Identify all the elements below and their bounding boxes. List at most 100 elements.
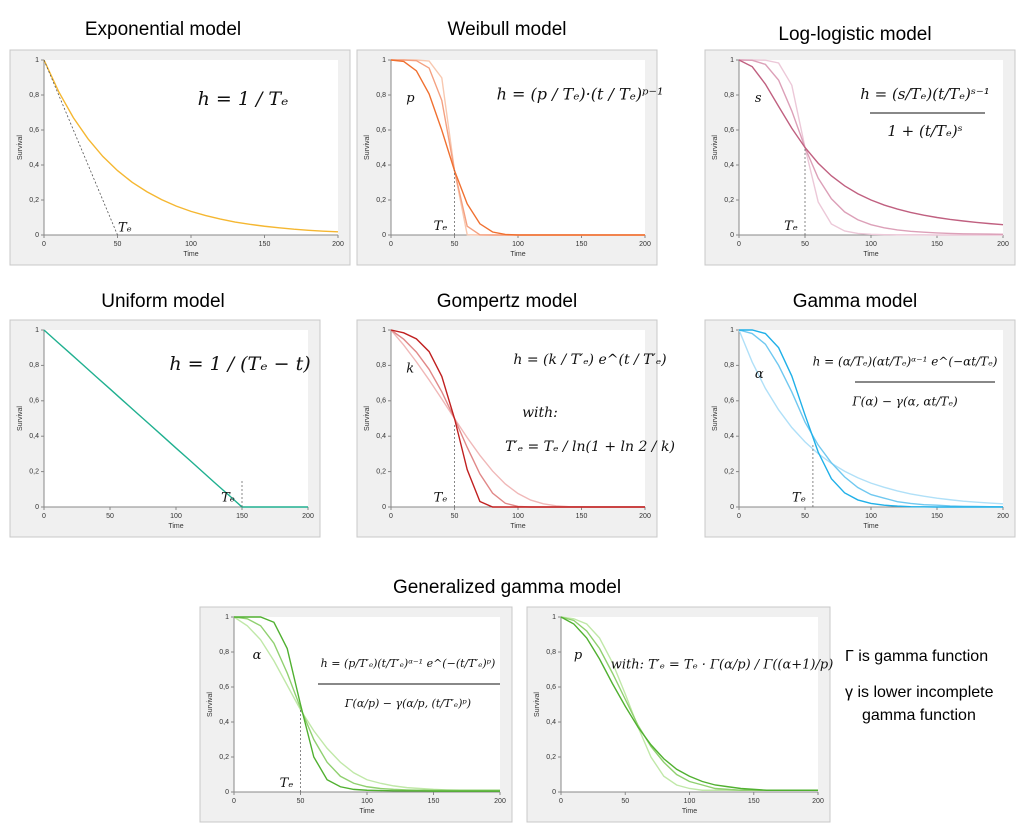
param-label: p	[574, 648, 583, 663]
y-tick-label: 0	[730, 504, 734, 511]
y-tick-label: 1	[35, 57, 39, 64]
x-tick-label: 200	[639, 513, 651, 520]
y-tick-label: 0	[552, 789, 556, 796]
y-tick-label: 0,2	[376, 197, 386, 204]
param-label: s	[755, 91, 762, 106]
y-tick-label: 0,8	[724, 362, 734, 369]
plot-area	[739, 330, 1003, 507]
chart-title: Gompertz model	[437, 291, 577, 312]
param-label: α	[253, 648, 262, 663]
survival-curve	[560, 616, 818, 791]
survival-curve	[390, 329, 645, 508]
x-tick-label: 50	[801, 241, 809, 248]
x-axis-label: Time	[359, 808, 374, 815]
chart-title: Gamma model	[793, 291, 918, 312]
y-tick-label: 0,2	[724, 468, 734, 475]
x-tick-label: 50	[114, 241, 122, 248]
formula: T′ₑ = Tₑ / ln(1 + ln 2 / k)	[505, 439, 675, 455]
x-tick-label: 100	[512, 513, 524, 520]
y-tick-label: 0	[225, 789, 229, 796]
x-axis-label: Time	[510, 251, 525, 258]
x-tick-label: 0	[737, 241, 741, 248]
y-tick-label: 0,6	[29, 398, 39, 405]
plot-area	[234, 617, 500, 792]
y-tick-label: 0,8	[376, 362, 386, 369]
x-tick-label: 50	[297, 798, 305, 805]
survival-curve	[233, 616, 500, 791]
y-tick-label: 0,4	[29, 162, 39, 169]
y-tick-label: 0,8	[219, 649, 229, 656]
survival-curve	[739, 59, 1003, 236]
note: gamma function	[862, 707, 976, 724]
x-axis-label: Time	[168, 523, 183, 530]
x-tick-label: 100	[865, 513, 877, 520]
y-tick-label: 0,6	[219, 684, 229, 691]
te-label: Tₑ	[434, 219, 448, 234]
note: γ is lower incomplete	[845, 684, 994, 701]
x-tick-label: 150	[576, 241, 588, 248]
y-axis-label: Survival	[534, 692, 541, 717]
x-tick-label: 100	[170, 513, 182, 520]
formula: h = (k / T′ₑ) e^(t / T′ₑ)	[513, 352, 666, 368]
te-label: Tₑ	[434, 491, 448, 506]
x-tick-label: 200	[494, 798, 506, 805]
x-tick-label: 0	[559, 798, 563, 805]
formula: h = (s/Tₑ)(t/Tₑ)ˢ⁻¹	[860, 85, 990, 103]
survival-curve	[738, 329, 1004, 505]
y-tick-label: 0,4	[724, 162, 734, 169]
x-axis-label: Time	[183, 251, 198, 258]
x-tick-label: 100	[865, 241, 877, 248]
formula: Γ(α) − γ(α, αt/Tₑ)	[851, 395, 958, 409]
x-tick-label: 150	[259, 241, 271, 248]
y-tick-label: 0,2	[29, 197, 39, 204]
y-tick-label: 0,8	[724, 92, 734, 99]
y-tick-label: 0	[35, 232, 39, 239]
y-axis-label: Survival	[364, 135, 371, 160]
x-tick-label: 200	[332, 241, 344, 248]
x-tick-label: 0	[389, 241, 393, 248]
x-tick-label: 150	[748, 798, 760, 805]
y-tick-label: 0,2	[376, 468, 386, 475]
x-tick-label: 50	[621, 798, 629, 805]
plot-area	[561, 617, 818, 792]
survival-curve	[738, 329, 1004, 508]
y-tick-label: 1	[730, 327, 734, 334]
param-label: α	[755, 367, 764, 382]
x-tick-label: 150	[428, 798, 440, 805]
formula: with:	[522, 405, 558, 421]
te-label: Tₑ	[118, 221, 132, 236]
chart-title: Log-logistic model	[778, 24, 931, 45]
formula: h = (p / Tₑ)·(t / Tₑ)ᵖ⁻¹	[497, 85, 664, 104]
y-tick-label: 1	[730, 57, 734, 64]
x-tick-label: 50	[801, 513, 809, 520]
x-tick-label: 150	[931, 241, 943, 248]
survival-curve	[43, 329, 308, 508]
y-tick-label: 0,4	[29, 433, 39, 440]
y-axis-label: Survival	[712, 406, 719, 431]
x-tick-label: 50	[451, 513, 459, 520]
survival-curve	[390, 59, 645, 236]
survival-curve	[738, 59, 1004, 226]
chart-title: Uniform model	[101, 291, 225, 312]
y-tick-label: 0,4	[724, 433, 734, 440]
param-label: k	[406, 361, 414, 376]
y-tick-label: 0,4	[376, 162, 386, 169]
te-label: Tₑ	[784, 219, 798, 234]
y-tick-label: 0,4	[376, 433, 386, 440]
x-tick-label: 200	[812, 798, 824, 805]
formula: h = 1 / (Tₑ − t)	[169, 353, 310, 375]
x-axis-label: Time	[682, 808, 697, 815]
plot-area	[44, 330, 308, 507]
te-label: Tₑ	[221, 491, 235, 506]
x-tick-label: 200	[302, 513, 314, 520]
y-tick-label: 0	[382, 232, 386, 239]
x-tick-label: 50	[451, 241, 459, 248]
x-tick-label: 0	[42, 513, 46, 520]
survival-curve	[738, 59, 1004, 235]
group-title: Generalized gamma model	[393, 577, 621, 598]
y-tick-label: 0,2	[29, 468, 39, 475]
y-axis-label: Survival	[17, 135, 24, 160]
y-axis-label: Survival	[712, 135, 719, 160]
chart-title: Exponential model	[85, 19, 241, 40]
y-tick-label: 0,8	[376, 92, 386, 99]
